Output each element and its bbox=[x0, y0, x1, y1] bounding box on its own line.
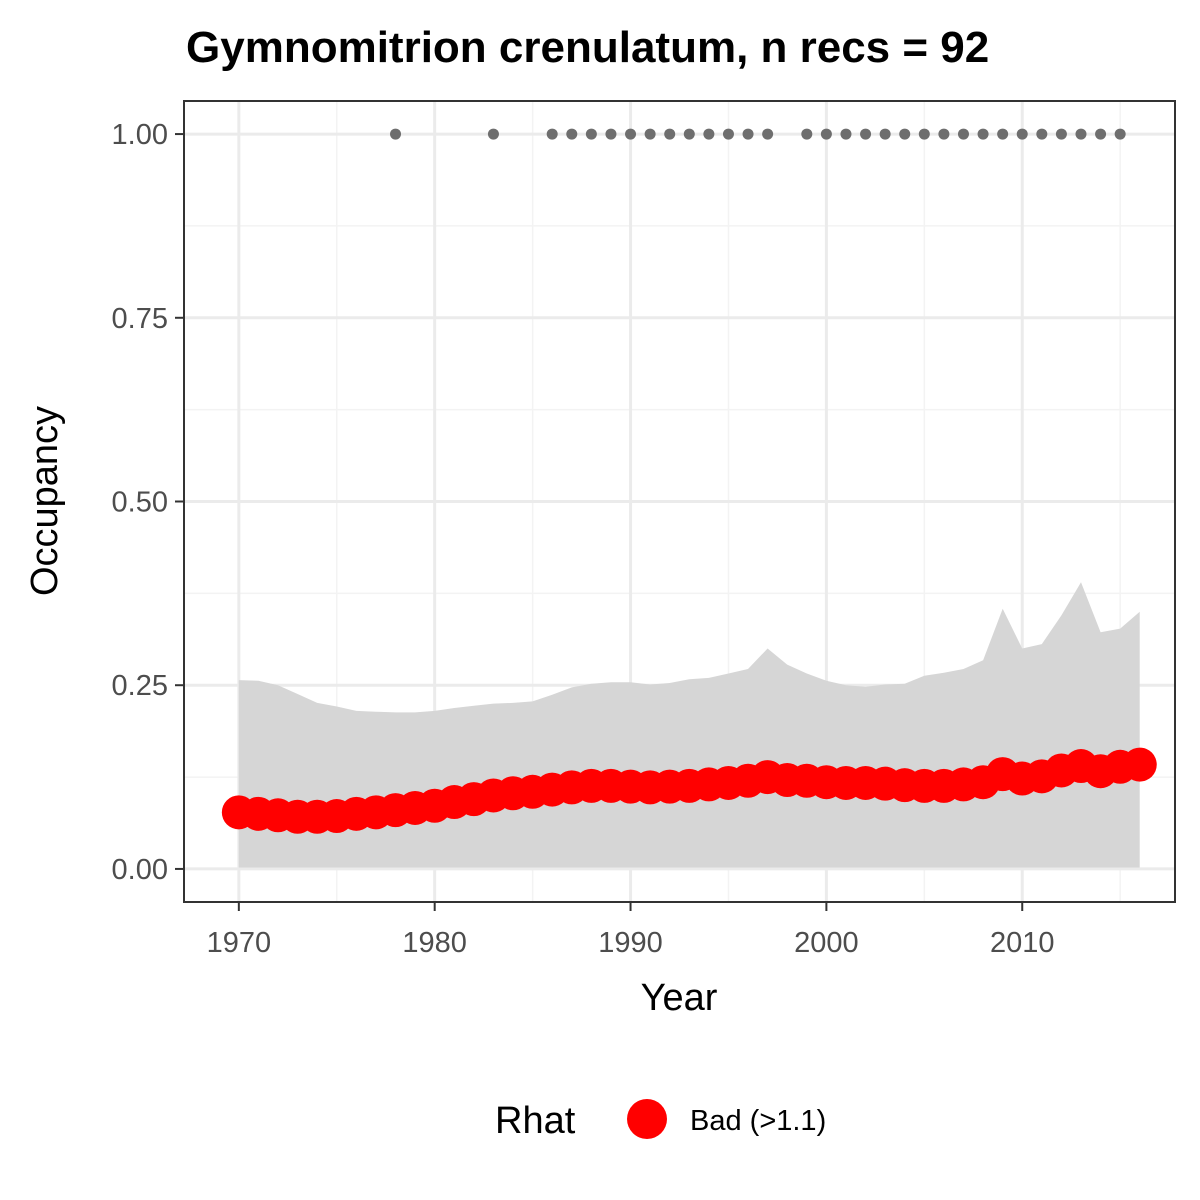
x-axis: 1970 1980 1990 2000 2010 bbox=[207, 902, 1055, 959]
record-point bbox=[918, 128, 930, 140]
legend-label-bad-rhat: Bad (>1.1) bbox=[690, 1105, 826, 1137]
record-point bbox=[840, 128, 852, 140]
record-point bbox=[762, 128, 774, 140]
chart-title: Gymnomitrion crenulatum, n recs = 92 bbox=[186, 23, 989, 72]
record-point bbox=[879, 128, 891, 140]
y-tick-label: 0.25 bbox=[112, 670, 168, 702]
record-point bbox=[1114, 128, 1126, 140]
record-point bbox=[664, 128, 676, 140]
record-point bbox=[742, 128, 754, 140]
record-point bbox=[997, 128, 1009, 140]
record-point bbox=[585, 128, 597, 140]
x-tick-label: 2010 bbox=[990, 927, 1055, 959]
record-point bbox=[625, 128, 637, 140]
record-point bbox=[644, 128, 656, 140]
record-point bbox=[703, 128, 715, 140]
y-tick-label: 0.00 bbox=[112, 854, 168, 886]
record-point bbox=[487, 128, 499, 140]
record-point bbox=[899, 128, 911, 140]
record-point bbox=[1095, 128, 1107, 140]
record-point bbox=[722, 128, 734, 140]
x-tick-label: 1980 bbox=[402, 927, 467, 959]
legend: Rhat Bad (>1.1) bbox=[495, 1099, 826, 1142]
record-point bbox=[1016, 128, 1028, 140]
record-point bbox=[566, 128, 578, 140]
occupancy-point bbox=[1122, 747, 1157, 782]
record-point bbox=[957, 128, 969, 140]
y-tick-label: 0.50 bbox=[112, 487, 168, 519]
record-point bbox=[390, 128, 402, 140]
record-point bbox=[820, 128, 832, 140]
y-tick-label: 1.00 bbox=[112, 119, 168, 151]
legend-key-bad-rhat bbox=[627, 1099, 667, 1139]
record-point bbox=[683, 128, 695, 140]
record-point bbox=[977, 128, 989, 140]
record-points bbox=[390, 128, 1126, 140]
record-point bbox=[1055, 128, 1067, 140]
y-tick-label: 0.75 bbox=[112, 303, 168, 335]
record-point bbox=[938, 128, 950, 140]
y-axis-title: Occupancy bbox=[24, 406, 66, 596]
x-tick-label: 1990 bbox=[598, 927, 663, 959]
x-tick-label: 1970 bbox=[207, 927, 272, 959]
x-tick-label: 2000 bbox=[794, 927, 859, 959]
x-axis-title: Year bbox=[641, 977, 718, 1019]
record-point bbox=[546, 128, 558, 140]
legend-title: Rhat bbox=[495, 1100, 576, 1142]
record-point bbox=[801, 128, 813, 140]
y-axis: 0.00 0.25 0.50 0.75 1.00 bbox=[112, 119, 184, 886]
record-point bbox=[605, 128, 617, 140]
record-point bbox=[1075, 128, 1087, 140]
occupancy-points bbox=[221, 747, 1157, 834]
record-point bbox=[1036, 128, 1048, 140]
record-point bbox=[860, 128, 872, 140]
